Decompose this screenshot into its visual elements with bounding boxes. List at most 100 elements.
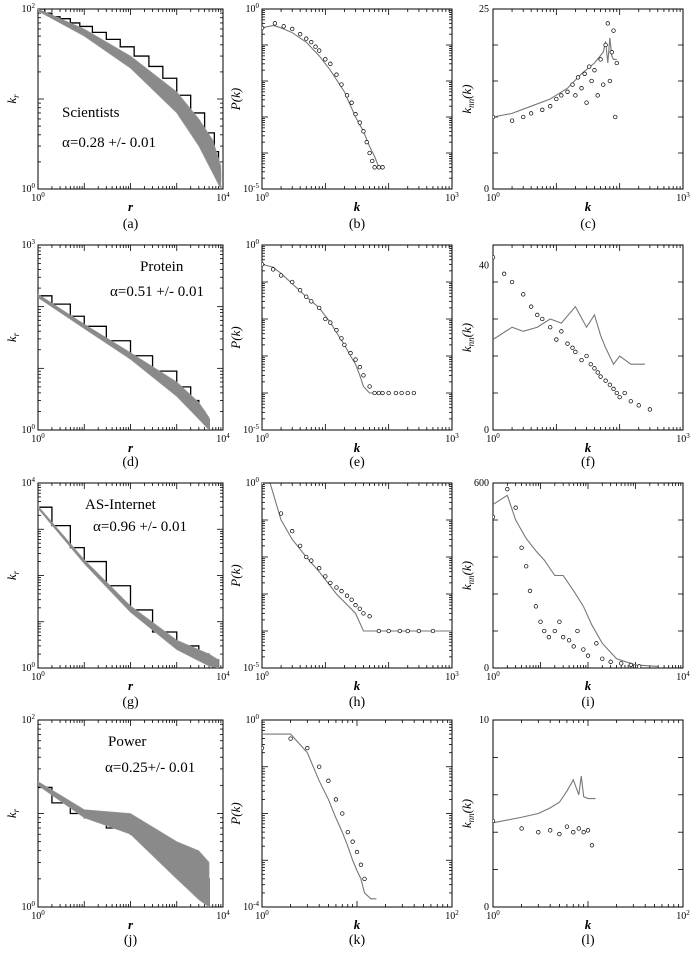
axis-ticks bbox=[492, 482, 684, 669]
data-point bbox=[290, 279, 295, 285]
data-point bbox=[376, 165, 382, 170]
data-point bbox=[372, 390, 377, 396]
data-point bbox=[628, 662, 634, 668]
data-point bbox=[585, 653, 591, 658]
data-point bbox=[581, 647, 586, 652]
data-point bbox=[528, 304, 534, 309]
data-point bbox=[589, 843, 595, 848]
data-point bbox=[323, 57, 328, 62]
x-tick-label: 103 bbox=[445, 191, 459, 204]
data-point bbox=[571, 644, 576, 649]
x-tick-label: 100 bbox=[31, 909, 45, 922]
y-axis-label: P(k) bbox=[228, 88, 243, 111]
data-point bbox=[339, 336, 344, 341]
data-point bbox=[603, 378, 608, 383]
data-point bbox=[519, 826, 524, 831]
plot-frame bbox=[261, 719, 453, 908]
x-axis-label: k bbox=[354, 199, 361, 214]
model-band bbox=[38, 505, 219, 668]
data-point bbox=[509, 118, 515, 123]
data-point bbox=[328, 580, 333, 586]
plot-area bbox=[38, 9, 222, 189]
panel-d: 100 104 100 103 r kr (d) Protein α=0.51 +/- 0.01 bbox=[4, 238, 230, 470]
data-point bbox=[535, 312, 540, 318]
x-axis-label: k bbox=[585, 199, 592, 214]
network-name: Protein bbox=[140, 259, 184, 275]
y-axis-label: kr bbox=[4, 808, 21, 818]
data-point bbox=[278, 511, 284, 516]
data-point bbox=[297, 543, 303, 549]
data-point bbox=[339, 82, 344, 87]
data-point bbox=[561, 635, 566, 640]
data-point bbox=[566, 638, 572, 643]
data-point bbox=[524, 564, 529, 569]
data-point bbox=[594, 641, 599, 646]
data-point bbox=[367, 614, 372, 619]
data-point bbox=[581, 830, 586, 835]
data-point bbox=[573, 349, 578, 355]
data-point bbox=[509, 279, 515, 285]
data-point bbox=[521, 292, 526, 297]
panel-caption: (d) bbox=[122, 455, 139, 470]
y-axis-label: P(k) bbox=[228, 802, 243, 825]
data-point bbox=[598, 57, 603, 62]
simulation-line bbox=[262, 24, 383, 168]
plot-frame bbox=[261, 244, 453, 431]
y-tick-label: 100 bbox=[246, 476, 260, 489]
y-tick-label: 100 bbox=[22, 900, 36, 913]
data-point bbox=[564, 824, 570, 829]
data-point bbox=[262, 745, 265, 751]
data-point bbox=[262, 25, 265, 30]
y-tick-label: 100 bbox=[22, 661, 36, 674]
x-tick-label: 103 bbox=[445, 432, 459, 445]
data-point bbox=[611, 28, 616, 33]
data-point bbox=[595, 93, 600, 98]
y-tick-label: 40 bbox=[479, 261, 489, 272]
alpha-value: α=0.51 +/- 0.01 bbox=[110, 284, 204, 300]
plot-area bbox=[38, 293, 210, 430]
data-point bbox=[305, 745, 310, 751]
y-tick-label: 10-4 bbox=[243, 900, 259, 913]
data-point bbox=[540, 107, 545, 112]
x-tick-label: 100 bbox=[486, 670, 500, 683]
data-point bbox=[405, 390, 410, 396]
data-point bbox=[344, 93, 350, 98]
data-point bbox=[267, 483, 271, 484]
plot-frame bbox=[492, 8, 684, 190]
data-point bbox=[637, 664, 642, 668]
data-point bbox=[357, 606, 362, 611]
plot-area bbox=[262, 21, 385, 170]
axis-ticks bbox=[261, 8, 453, 190]
data-point bbox=[349, 100, 354, 105]
data-point bbox=[608, 659, 613, 664]
data-point bbox=[367, 150, 372, 156]
data-point bbox=[317, 48, 322, 53]
x-tick-label: 100 bbox=[255, 670, 269, 683]
data-point bbox=[281, 24, 286, 29]
data-point bbox=[333, 797, 339, 802]
data-point bbox=[386, 628, 391, 634]
data-point bbox=[399, 390, 404, 396]
alpha-value: α=0.25+/- 0.01 bbox=[105, 760, 195, 776]
plot-frame bbox=[492, 482, 684, 669]
panel-f: 100 103 0 40 k knn(k) (f) bbox=[459, 244, 690, 470]
data-point bbox=[367, 384, 372, 389]
data-point bbox=[430, 628, 436, 634]
data-point bbox=[601, 82, 606, 87]
data-point bbox=[617, 394, 622, 400]
panel-caption: (b) bbox=[349, 217, 366, 232]
network-name: AS-Internet bbox=[85, 497, 157, 513]
x-tick-label: 104 bbox=[216, 909, 230, 922]
data-point bbox=[607, 78, 613, 84]
y-tick-label: 10-5 bbox=[243, 182, 259, 195]
simulation-line bbox=[262, 733, 377, 900]
data-point bbox=[528, 111, 534, 116]
data-point bbox=[358, 862, 364, 867]
y-tick-label: 10-5 bbox=[243, 661, 259, 674]
panel-c: 100 103 0 25 k knn(k) (c) bbox=[459, 4, 690, 232]
y-axis-label: kr bbox=[4, 332, 21, 342]
panel-caption: (e) bbox=[349, 455, 365, 470]
plot-area bbox=[493, 21, 619, 123]
data-point bbox=[600, 656, 605, 661]
